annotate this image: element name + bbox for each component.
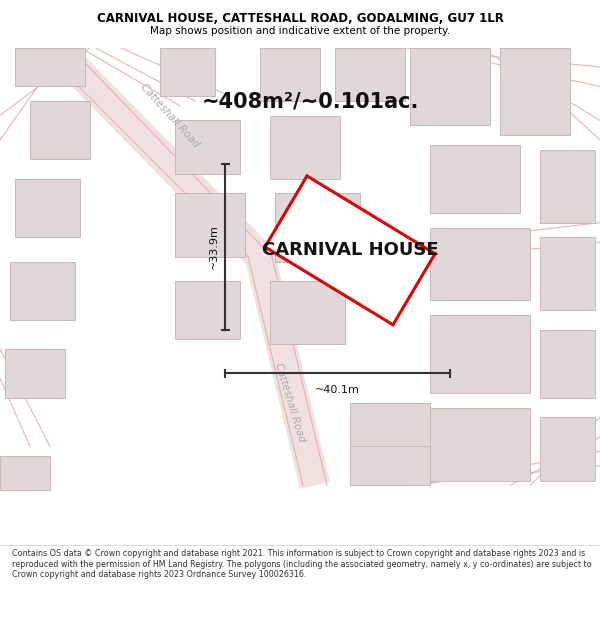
Text: Catteshall Road: Catteshall Road xyxy=(139,82,201,149)
Text: ~33.9m: ~33.9m xyxy=(209,224,219,269)
Text: Map shows position and indicative extent of the property.: Map shows position and indicative extent… xyxy=(150,26,450,36)
Polygon shape xyxy=(540,329,595,398)
Polygon shape xyxy=(430,408,530,481)
Polygon shape xyxy=(350,446,430,486)
Text: Contains OS data © Crown copyright and database right 2021. This information is : Contains OS data © Crown copyright and d… xyxy=(12,549,592,579)
Polygon shape xyxy=(270,116,340,179)
Polygon shape xyxy=(500,48,570,135)
Polygon shape xyxy=(175,121,240,174)
Polygon shape xyxy=(430,145,520,213)
Polygon shape xyxy=(275,194,360,262)
Polygon shape xyxy=(350,402,430,446)
Polygon shape xyxy=(5,349,65,398)
Polygon shape xyxy=(260,48,320,101)
Polygon shape xyxy=(540,418,595,481)
Text: CARNIVAL HOUSE: CARNIVAL HOUSE xyxy=(262,241,439,259)
Polygon shape xyxy=(430,228,530,301)
Polygon shape xyxy=(0,456,50,490)
Polygon shape xyxy=(335,48,405,101)
Text: ~40.1m: ~40.1m xyxy=(315,385,360,395)
Polygon shape xyxy=(540,238,595,310)
Polygon shape xyxy=(540,149,595,222)
Polygon shape xyxy=(30,101,90,159)
Polygon shape xyxy=(175,194,245,257)
Polygon shape xyxy=(15,179,80,238)
Polygon shape xyxy=(175,281,240,339)
Text: CARNIVAL HOUSE, CATTESHALL ROAD, GODALMING, GU7 1LR: CARNIVAL HOUSE, CATTESHALL ROAD, GODALMI… xyxy=(97,12,503,25)
Polygon shape xyxy=(10,262,75,320)
Polygon shape xyxy=(15,48,85,86)
Polygon shape xyxy=(265,176,435,325)
Polygon shape xyxy=(410,48,490,126)
Polygon shape xyxy=(160,48,215,96)
Text: Catteshall Road: Catteshall Road xyxy=(273,362,307,444)
Polygon shape xyxy=(270,281,345,344)
Text: ~408m²/~0.101ac.: ~408m²/~0.101ac. xyxy=(202,91,419,111)
Polygon shape xyxy=(430,315,530,393)
